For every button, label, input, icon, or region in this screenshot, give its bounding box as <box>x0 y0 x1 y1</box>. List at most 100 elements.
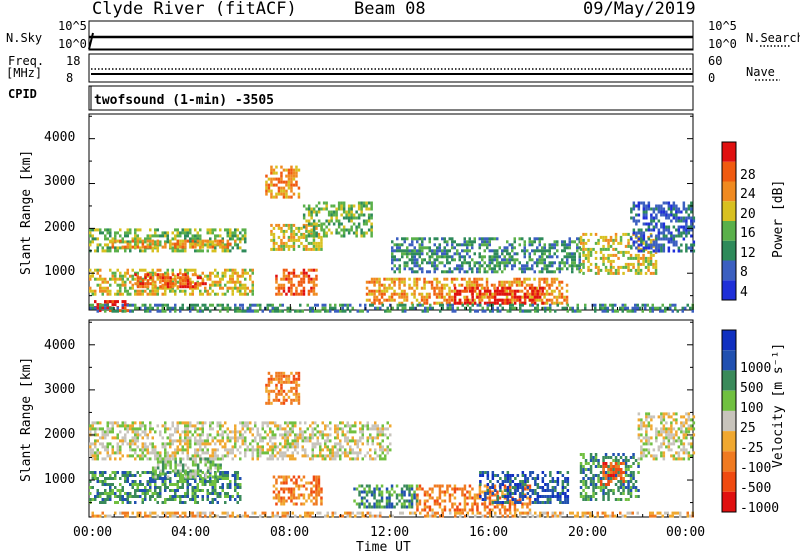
heatmap-cell <box>531 290 534 293</box>
heatmap-cell <box>224 477 227 480</box>
heatmap-cell <box>114 436 117 439</box>
heatmap-cell <box>324 439 327 442</box>
heatmap-cell <box>411 293 414 296</box>
heatmap-cell <box>394 264 397 267</box>
heatmap-cell <box>688 214 691 217</box>
heatmap-cell <box>461 264 464 267</box>
heatmap-cell <box>194 454 197 457</box>
heatmap-cell <box>408 488 411 491</box>
heatmap-cell <box>227 477 230 480</box>
heatmap-cell <box>177 246 180 249</box>
heatmap-cell <box>275 384 278 387</box>
heatmap-cell <box>310 235 313 238</box>
heatmap-cell <box>442 304 445 307</box>
heatmap-cell <box>663 229 666 232</box>
heatmap-cell <box>184 476 187 479</box>
heatmap-cell <box>473 278 476 281</box>
heatmap-cell <box>134 492 137 495</box>
heatmap-cell <box>278 181 281 184</box>
heatmap-cell <box>362 427 365 430</box>
heatmap-cell <box>300 494 303 497</box>
heatmap-cell <box>182 464 185 467</box>
heatmap-cell <box>164 246 167 249</box>
heatmap-cell <box>234 231 237 234</box>
heatmap-cell <box>109 231 112 234</box>
heatmap-cell <box>452 307 455 310</box>
heatmap-cell <box>229 249 232 252</box>
heatmap-cell <box>174 279 177 282</box>
heatmap-cell <box>109 495 112 498</box>
heatmap-cell <box>582 251 585 254</box>
heatmap-cell <box>132 278 135 281</box>
heatmap-cell <box>164 477 167 480</box>
heatmap-cell <box>383 299 386 302</box>
heatmap-cell <box>597 269 600 272</box>
heatmap-cell <box>189 483 192 486</box>
heatmap-cell <box>444 500 447 503</box>
heatmap-cell <box>244 272 247 275</box>
heatmap-cell <box>283 193 286 196</box>
heatmap-cell <box>209 246 212 249</box>
heatmap-cell <box>222 275 225 278</box>
heatmap-cell <box>199 454 202 457</box>
heatmap-cell <box>303 205 306 208</box>
heatmap-cell <box>129 495 132 498</box>
heatmap-cell <box>280 387 283 390</box>
heatmap-cell <box>293 399 296 402</box>
heatmap-cell <box>139 228 142 231</box>
heatmap-cell <box>317 436 320 439</box>
heatmap-cell <box>227 269 230 272</box>
heatmap-cell <box>318 488 321 491</box>
heatmap-cell <box>534 287 537 290</box>
heatmap-cell <box>89 240 92 243</box>
heatmap-cell <box>167 269 170 272</box>
heatmap-cell <box>386 290 389 293</box>
heatmap-cell <box>419 264 422 267</box>
heatmap-cell <box>172 285 175 288</box>
heatmap-cell <box>214 234 217 237</box>
heatmap-cell <box>172 454 175 457</box>
heatmap-cell <box>149 304 152 307</box>
heatmap-cell <box>310 500 313 503</box>
heatmap-cell <box>506 246 509 249</box>
heatmap-cell <box>482 310 485 313</box>
heatmap-cell <box>305 272 308 275</box>
heatmap-cell <box>562 307 565 310</box>
heatmap-cell <box>376 296 379 299</box>
heatmap-cell <box>658 238 661 241</box>
heatmap-cell <box>172 442 175 445</box>
heatmap-cell <box>239 304 242 307</box>
heatmap-cell <box>612 254 615 257</box>
heatmap-cell <box>602 254 605 257</box>
heatmap-cell <box>117 240 120 243</box>
heatmap-cell <box>194 249 197 252</box>
heatmap-cell <box>107 421 110 424</box>
heatmap-cell <box>242 228 245 231</box>
heatmap-cell <box>392 307 395 310</box>
heatmap-cell <box>268 393 271 396</box>
heatmap-cell <box>660 205 663 208</box>
heatmap-cell <box>436 249 439 252</box>
heatmap-cell <box>426 494 429 497</box>
heatmap-cell <box>244 287 247 290</box>
heatmap-cell <box>189 293 192 296</box>
heatmap-cell <box>322 304 325 307</box>
heatmap-cell <box>607 245 610 248</box>
heatmap-cell <box>199 310 202 313</box>
heatmap-cell <box>429 304 432 307</box>
heatmap-cell <box>164 424 167 427</box>
heatmap-cell <box>539 243 542 246</box>
heatmap-cell <box>102 457 105 460</box>
heatmap-cell <box>649 310 652 313</box>
heatmap-cell <box>444 491 447 494</box>
heatmap-cell <box>642 242 645 245</box>
heatmap-cell <box>386 506 389 509</box>
heatmap-cell <box>384 457 387 460</box>
heatmap-cell <box>167 307 170 310</box>
heatmap-cell <box>668 241 671 244</box>
heatmap-cell <box>179 470 182 473</box>
heatmap-cell <box>214 228 217 231</box>
heatmap-cell <box>348 205 351 208</box>
heatmap-cell <box>270 375 273 378</box>
heatmap-cell <box>630 269 633 272</box>
